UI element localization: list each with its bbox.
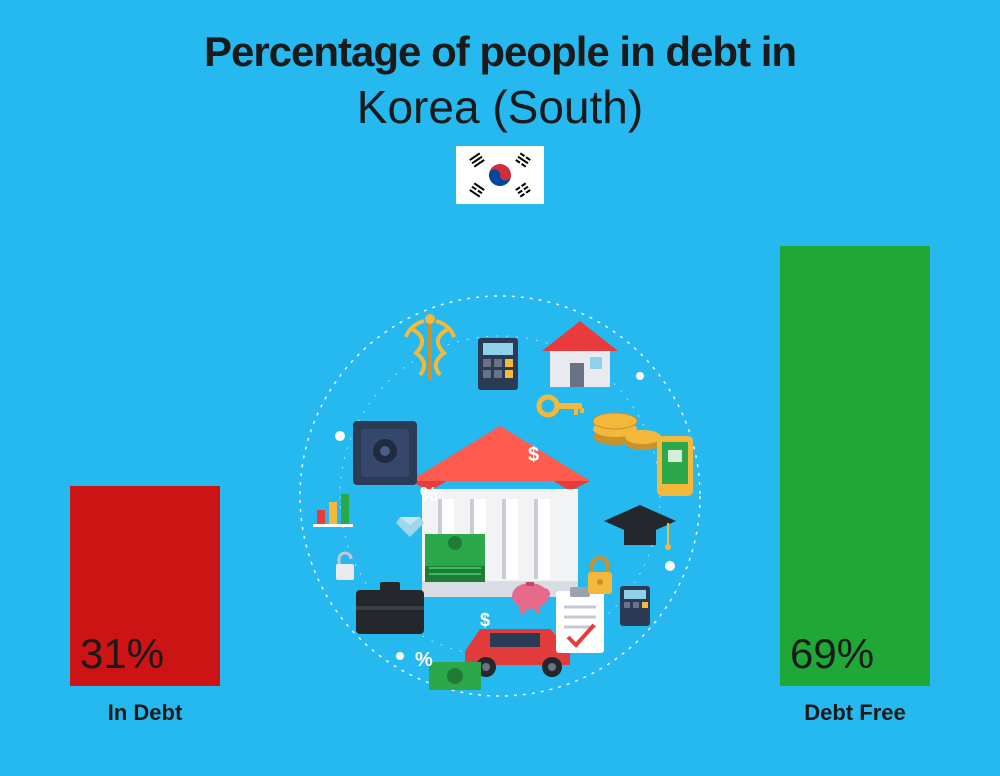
svg-text:$: $ xyxy=(480,610,490,630)
page-title: Percentage of people in debt in xyxy=(0,0,1000,76)
korea-flag-icon xyxy=(456,146,544,204)
calculator-small-icon xyxy=(620,586,650,626)
bar-in-debt-label: In Debt xyxy=(70,700,220,726)
country-subtitle: Korea (South) xyxy=(0,80,1000,134)
svg-text:%: % xyxy=(415,649,433,671)
chart-area: 31% In Debt 69% Debt Free xyxy=(0,216,1000,776)
phone-icon xyxy=(657,436,693,496)
safe-icon xyxy=(353,421,417,485)
bar-debt-free: 69% Debt Free xyxy=(780,246,930,686)
diamond-icon xyxy=(396,517,424,537)
mini-chart-icon xyxy=(313,494,353,527)
grad-cap-icon xyxy=(604,505,676,550)
house-icon xyxy=(542,321,618,387)
finance-collage-icon: % % $ $ xyxy=(280,276,720,716)
briefcase-icon xyxy=(356,582,424,634)
caduceus-icon xyxy=(406,314,454,379)
clipboard-icon xyxy=(556,587,604,653)
svg-text:$: $ xyxy=(528,444,539,466)
cash-stack-icon xyxy=(425,534,485,582)
padlock-icon xyxy=(588,558,612,594)
banknote-icon xyxy=(429,662,481,690)
svg-text:%: % xyxy=(420,484,438,506)
key-icon xyxy=(539,397,584,415)
bar-in-debt-value: 31% xyxy=(80,630,164,678)
bar-debt-free-label: Debt Free xyxy=(780,700,930,726)
bar-debt-free-value: 69% xyxy=(790,630,874,678)
calculator-icon xyxy=(478,338,518,390)
bar-in-debt: 31% In Debt xyxy=(70,486,220,686)
coins-icon xyxy=(593,413,661,450)
padlock-open-icon xyxy=(336,553,354,580)
